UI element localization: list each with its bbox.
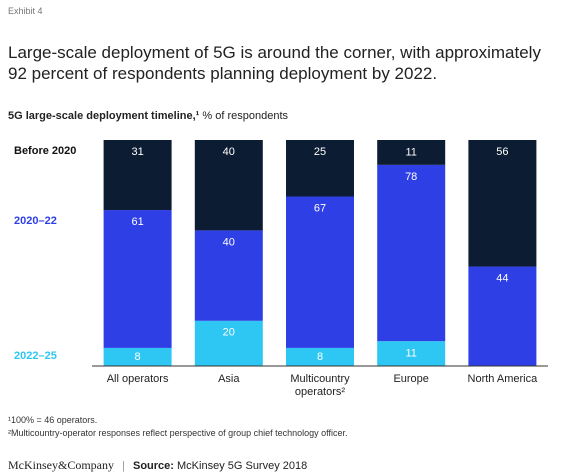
value-label: 61: [131, 216, 143, 228]
footer: McKinsey&Company | Source: McKinsey 5G S…: [8, 458, 308, 472]
value-label: 56: [496, 146, 508, 158]
value-label: 11: [405, 146, 416, 158]
bar-segment: [194, 230, 263, 321]
x-tick-label: Asia: [218, 373, 240, 385]
legend-label: 2020–22: [14, 215, 57, 228]
footnote: ¹100% = 46 operators.: [8, 415, 98, 425]
value-label: 11: [405, 347, 416, 359]
value-label: 20: [223, 327, 235, 339]
legend-label: Before 2020: [14, 145, 77, 157]
bar-segment: [103, 210, 172, 348]
bar-segment: [377, 164, 446, 342]
chart-heading: 5G large-scale deployment timeline,¹ % o…: [8, 110, 288, 122]
legend-label: 2022–25: [14, 349, 57, 362]
value-label: 40: [223, 146, 235, 158]
bar-segment: [468, 266, 537, 366]
value-label: 8: [317, 351, 323, 363]
brand: McKinsey&Company: [8, 458, 114, 472]
chart-units: % of respondents: [202, 110, 289, 122]
bar-segment: [103, 347, 172, 366]
value-label: 67: [314, 202, 326, 214]
bar-segment: [194, 140, 263, 231]
value-label: 78: [405, 171, 417, 183]
bar-segment: [286, 140, 354, 197]
bar-segment: [286, 196, 354, 348]
bar-segment: [194, 320, 263, 366]
source-label: Source:: [132, 460, 174, 472]
value-label: 31: [131, 146, 143, 158]
bar-segment: [468, 140, 537, 267]
x-tick-label: All operators: [106, 373, 169, 385]
x-tick-label: Multicountry operators²: [290, 373, 350, 398]
x-tick-label: North America: [467, 373, 538, 385]
x-tick-label: Europe: [393, 373, 429, 385]
exhibit-label: Exhibit 4: [8, 6, 43, 16]
bar-segment: [286, 347, 354, 366]
chart-title: 5G large-scale deployment timeline,¹: [8, 110, 200, 122]
source: McKinsey 5G Survey 2018: [177, 460, 308, 472]
value-label: 25: [314, 146, 326, 158]
value-label: 44: [496, 272, 508, 284]
value-label: 8: [135, 351, 141, 363]
footnote: ²Multicountry-operator responses reflect…: [8, 428, 348, 438]
bar-segment: [377, 140, 446, 165]
bar-segment: [103, 140, 172, 211]
bar-segment: [377, 341, 446, 366]
value-label: 40: [223, 236, 235, 248]
headline: Large-scale deployment of 5G is around t…: [8, 43, 541, 83]
